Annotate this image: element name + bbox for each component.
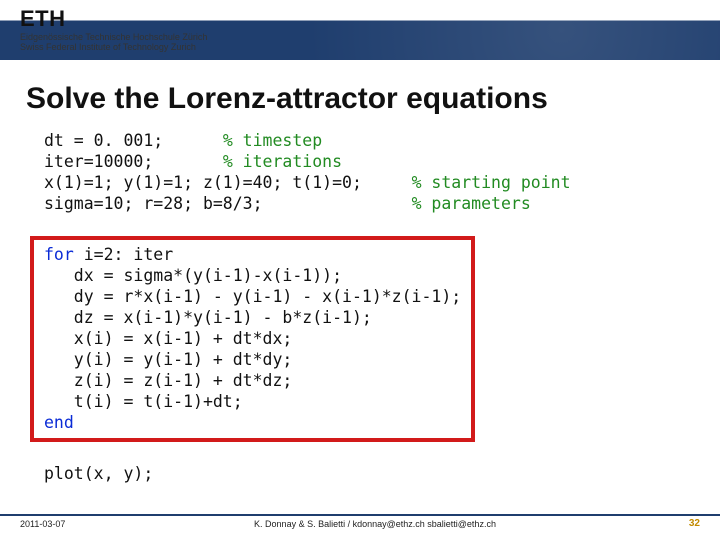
eth-logo: ETH Eidgenössische Technische Hochschule… <box>20 6 207 53</box>
code-line: dz = x(i-1)*y(i-1) - b*z(i-1); <box>44 308 372 327</box>
footer-page-number: 32 <box>660 518 720 529</box>
for-head: i=2: iter <box>74 245 173 264</box>
slide: ETH Eidgenössische Technische Hochschule… <box>0 0 720 540</box>
code-line: plot(x, y); <box>44 464 153 483</box>
footer-row: 2011-03-07 K. Donnay & S. Balietti / kdo… <box>0 518 720 529</box>
code-line: iter=10000; <box>44 152 223 171</box>
code-line: x(i) = x(i-1) + dt*dx; <box>44 329 292 348</box>
for-keyword: for <box>44 245 74 264</box>
code-line: dt = 0. 001; <box>44 131 223 150</box>
code-line: sigma=10; r=28; b=8/3; <box>44 194 412 213</box>
code-line: y(i) = y(i-1) + dt*dy; <box>44 350 292 369</box>
code-block: dt = 0. 001; % timestep iter=10000; % it… <box>44 130 720 484</box>
end-keyword: end <box>44 413 74 432</box>
footer: 2011-03-07 K. Donnay & S. Balietti / kdo… <box>0 514 720 532</box>
footer-date: 2011-03-07 <box>0 519 90 529</box>
code-comment: % parameters <box>412 194 531 213</box>
code-comment: % starting point <box>412 173 571 192</box>
header-band: ETH Eidgenössische Technische Hochschule… <box>0 0 720 60</box>
code-line: t(i) = t(i-1)+dt; <box>44 392 243 411</box>
slide-title: Solve the Lorenz-attractor equations <box>26 82 720 116</box>
eth-logo-sub1: Eidgenössische Technische Hochschule Zür… <box>20 33 207 42</box>
code-line: dx = sigma*(y(i-1)-x(i-1)); <box>44 266 342 285</box>
footer-authors: K. Donnay & S. Balietti / kdonnay@ethz.c… <box>90 519 660 529</box>
code-line: dy = r*x(i-1) - y(i-1) - x(i-1)*z(i-1); <box>44 287 461 306</box>
footer-divider <box>0 514 720 516</box>
highlight-box: for i=2: iter dx = sigma*(y(i-1)-x(i-1))… <box>30 236 475 442</box>
code-comment: % iterations <box>223 152 342 171</box>
code-line: x(1)=1; y(1)=1; z(1)=40; t(1)=0; <box>44 173 412 192</box>
eth-logo-text: ETH <box>20 6 207 32</box>
code-comment: % timestep <box>223 131 322 150</box>
code-line: z(i) = z(i-1) + dt*dz; <box>44 371 292 390</box>
eth-logo-sub2: Swiss Federal Institute of Technology Zu… <box>20 43 207 52</box>
